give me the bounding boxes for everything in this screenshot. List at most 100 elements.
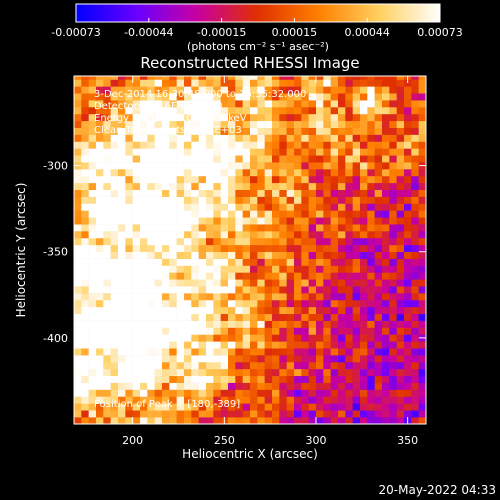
heatmap-cell [264, 251, 273, 259]
heatmap-cell [242, 134, 251, 142]
heatmap-cell [418, 403, 426, 411]
heatmap-cell [235, 196, 243, 204]
colorbar-unit-label: (photons cm⁻² s⁻¹ asec⁻²) [187, 40, 329, 53]
heatmap-cell [176, 76, 185, 80]
heatmap-cell [308, 341, 317, 349]
heatmap-cell [81, 293, 89, 301]
heatmap-cell [206, 272, 214, 280]
heatmap-cell [228, 100, 236, 108]
heatmap-cell [228, 334, 236, 342]
heatmap-cell [103, 79, 111, 87]
heatmap-cell [250, 320, 258, 328]
heatmap-cell [103, 210, 111, 218]
heatmap-cell [96, 272, 104, 280]
heatmap-cell [396, 313, 405, 321]
heatmap-cell [272, 148, 280, 156]
heatmap-cell [206, 237, 214, 246]
heatmap-cell [228, 169, 236, 177]
heatmap-cell [411, 361, 419, 370]
heatmap-cell [162, 306, 170, 315]
heatmap-cell [132, 231, 141, 239]
heatmap-cell [360, 313, 368, 321]
heatmap-cell [147, 175, 155, 184]
heatmap-cell [162, 148, 170, 156]
heatmap-cell [294, 272, 302, 280]
heatmap-cell [125, 327, 133, 335]
heatmap-cell [118, 410, 126, 418]
heatmap-cell [235, 286, 243, 294]
heatmap-cell [382, 76, 390, 80]
heatmap-cell [110, 320, 119, 328]
heatmap-cell [411, 134, 419, 142]
heatmap-cell [147, 251, 155, 259]
heatmap-cell [374, 258, 383, 266]
heatmap-cell [374, 272, 383, 280]
heatmap-cell [103, 320, 111, 328]
heatmap-cell [74, 244, 82, 253]
heatmap-cell [96, 134, 104, 142]
heatmap-cell [330, 320, 339, 328]
heatmap-cell [294, 155, 302, 163]
heatmap-cell [88, 279, 97, 287]
heatmap-cell [140, 169, 148, 177]
heatmap-cell [88, 182, 97, 190]
heatmap-cell [125, 189, 133, 197]
heatmap-cell [316, 76, 324, 80]
heatmap-cell [191, 162, 199, 170]
heatmap-cell [352, 182, 361, 190]
heatmap-cell [389, 313, 397, 321]
heatmap-cell [330, 217, 339, 225]
heatmap-cell [316, 244, 324, 253]
heatmap-cell [389, 410, 397, 418]
heatmap-cell [330, 189, 339, 197]
heatmap-cell [330, 279, 339, 287]
heatmap-cell [206, 203, 214, 211]
heatmap-cell [147, 341, 155, 349]
chart-title: Reconstructed RHESSI Image [140, 54, 359, 72]
heatmap-cell [198, 313, 207, 321]
heatmap-cell [184, 79, 192, 87]
heatmap-cell [374, 113, 383, 122]
heatmap-cell [147, 355, 155, 363]
heatmap-cell [257, 210, 265, 218]
heatmap-cell [418, 417, 426, 424]
heatmap-cell [103, 417, 111, 424]
heatmap-cell [242, 113, 251, 122]
heatmap-cell [81, 279, 89, 287]
heatmap-cell [220, 120, 229, 128]
heatmap-cell [206, 251, 214, 259]
heatmap-cell [110, 403, 119, 411]
heatmap-cell [118, 361, 126, 370]
heatmap-cell [396, 251, 405, 259]
heatmap-cell [191, 306, 199, 315]
heatmap-cell [96, 93, 104, 101]
heatmap-cell [162, 203, 170, 211]
heatmap-cell [352, 348, 361, 356]
heatmap-cell [132, 417, 141, 424]
heatmap-cell [147, 169, 155, 177]
heatmap-cell [308, 258, 317, 266]
heatmap-cell [191, 93, 199, 101]
heatmap-cell [367, 272, 375, 280]
heatmap-cell [323, 403, 331, 411]
heatmap-cell [279, 175, 287, 184]
heatmap-cell [374, 210, 383, 218]
heatmap-cell [294, 306, 302, 315]
heatmap-cell [169, 224, 177, 232]
heatmap-cell [81, 175, 89, 184]
heatmap-cell [220, 224, 229, 232]
heatmap-cell [118, 86, 126, 94]
heatmap-cell [308, 251, 317, 259]
colorbar: -0.00073 -0.00044 -0.00015 0.00015 0.00044 0.… [51, 3, 463, 53]
heatmap-cell [301, 107, 309, 115]
heatmap-cell [110, 258, 119, 266]
heatmap-cell [294, 79, 302, 87]
heatmap-cell [220, 93, 229, 101]
heatmap-cell [330, 265, 339, 273]
heatmap-cell [154, 210, 163, 218]
heatmap-cell [184, 127, 192, 135]
heatmap-cell [389, 196, 397, 204]
heatmap-cell [360, 382, 368, 390]
heatmap-cell [162, 196, 170, 204]
heatmap-cell [220, 148, 229, 156]
